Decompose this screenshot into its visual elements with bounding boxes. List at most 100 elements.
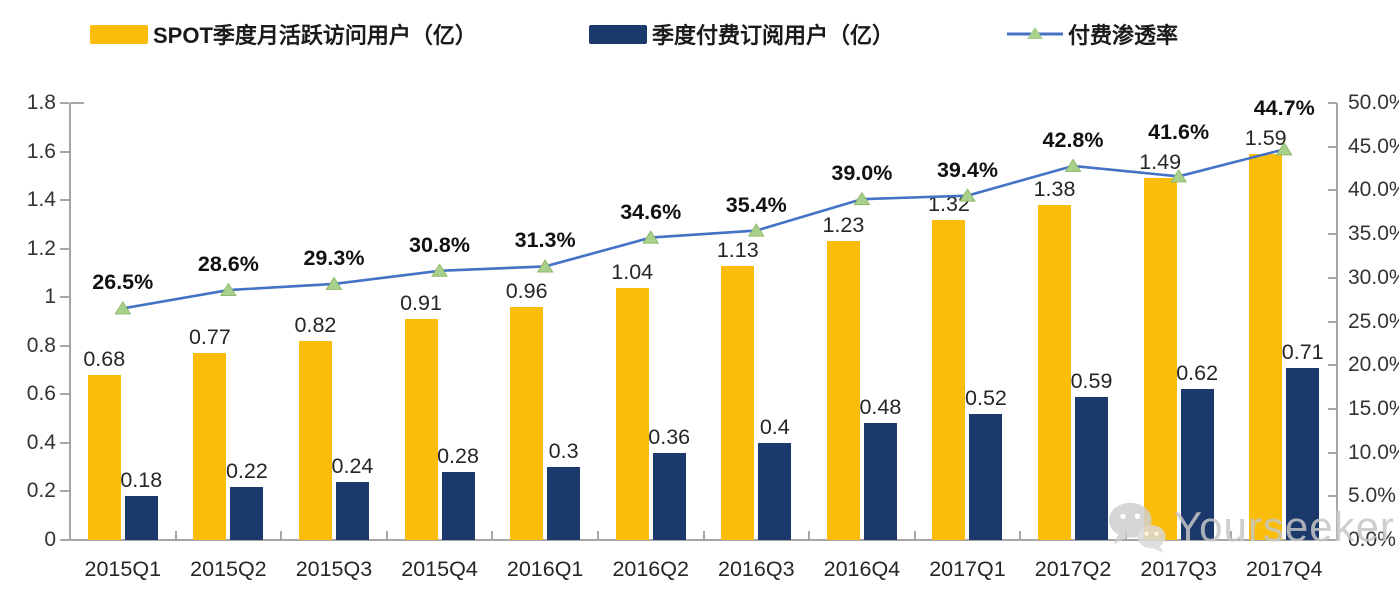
x-axis-tick <box>280 531 283 540</box>
subs-value-label: 0.36 <box>648 424 691 449</box>
penetration-value-label: 30.8% <box>409 232 471 257</box>
mau-bar <box>721 265 755 540</box>
penetration-value-label: 41.6% <box>1148 120 1210 145</box>
x-axis-category-label: 2017Q1 <box>929 557 1006 581</box>
mau-value-label: 1.59 <box>1244 125 1287 150</box>
mau-bar <box>932 219 966 540</box>
x-axis-tick <box>596 531 599 540</box>
x-axis-category-label: 2015Q1 <box>84 557 162 581</box>
subs-bar <box>230 486 264 540</box>
mau-value-label: 0.68 <box>83 346 126 371</box>
right-axis-tick-label: 35.0% <box>1348 222 1399 246</box>
right-axis-tick-label: 10.0% <box>1348 440 1399 464</box>
right-axis-tick-label: 30.0% <box>1348 265 1399 289</box>
watermark: Yourseeker <box>1106 498 1395 556</box>
subs-value-label: 0.3 <box>548 439 579 464</box>
mau-value-label: 1.04 <box>611 259 654 284</box>
left-axis-tick-label: 0 <box>44 528 56 551</box>
subs-value-label: 0.62 <box>1176 361 1219 386</box>
right-axis-tick <box>1328 320 1337 323</box>
right-axis-tick-label: 50.0% <box>1348 91 1399 114</box>
left-axis-tick-label: 0.2 <box>26 479 56 503</box>
penetration-marker <box>431 263 448 277</box>
mau-bar <box>1143 178 1177 540</box>
penetration-value-label: 35.4% <box>725 192 787 217</box>
x-axis-category-label: 2016Q2 <box>612 557 689 581</box>
right-axis-line <box>1336 103 1338 540</box>
subs-bar <box>1075 396 1109 540</box>
x-axis-category-label: 2016Q3 <box>718 557 795 581</box>
x-axis-tick <box>808 531 811 540</box>
mau-value-label: 1.38 <box>1033 176 1076 201</box>
left-axis-tick <box>60 296 69 299</box>
x-axis-category-label: 2017Q2 <box>1034 557 1112 581</box>
mau-bar <box>193 353 227 540</box>
wechat-icon <box>1108 502 1166 554</box>
left-axis-line <box>69 103 71 540</box>
legend-item-penetration: 付费渗透率 <box>1007 20 1178 48</box>
penetration-marker <box>536 258 554 273</box>
subs-bar <box>969 413 1003 540</box>
right-axis-tick <box>1328 102 1337 104</box>
subs-value-label: 0.22 <box>225 458 268 483</box>
right-axis-tick <box>1328 539 1337 541</box>
penetration-value-label: 39.4% <box>936 157 998 182</box>
right-axis-tick <box>1328 233 1337 236</box>
left-axis-tick <box>60 150 69 153</box>
mau-value-label: 0.77 <box>188 325 231 350</box>
left-axis-tick <box>60 344 69 347</box>
mau-value-label: 1.32 <box>928 191 970 216</box>
x-axis-category-label: 2017Q4 <box>1245 557 1323 581</box>
left-axis-tick <box>60 441 69 444</box>
subs-bar <box>652 452 686 540</box>
subs-bar <box>758 442 792 540</box>
left-axis-tick <box>60 539 69 541</box>
x-axis-category-label: 2015Q2 <box>190 557 267 581</box>
mau-value-label: 0.82 <box>294 312 337 337</box>
penetration-value-label: 39.0% <box>831 161 893 186</box>
legend-item-mau: SPOT季度月活跃访问用户（亿） <box>90 20 477 48</box>
penetration-value-label: 42.8% <box>1042 127 1104 152</box>
subs-bar <box>863 423 897 540</box>
left-axis-tick <box>60 393 69 396</box>
right-axis-tick <box>1328 407 1337 410</box>
legend-item-subscribers: 季度付费订阅用户（亿） <box>589 20 894 48</box>
subs-value-label: 0.52 <box>965 385 1007 410</box>
mau-value-label: 1.13 <box>716 237 759 262</box>
mau-value-label: 1.23 <box>822 213 865 238</box>
left-axis-tick-label: 0.4 <box>26 430 56 454</box>
right-axis-tick-label: 40.0% <box>1348 178 1399 202</box>
mau-value-label: 0.96 <box>505 278 548 303</box>
left-axis-tick-label: 1.8 <box>26 91 56 114</box>
subscribers-legend-label: 季度付费订阅用户（亿） <box>652 23 895 48</box>
penetration-value-label: 31.3% <box>514 228 576 253</box>
subs-value-label: 0.18 <box>120 468 163 493</box>
left-axis-tick-label: 1.4 <box>26 188 56 212</box>
right-axis-tick-label: 15.0% <box>1348 396 1399 420</box>
penetration-marker <box>747 223 765 237</box>
x-axis-category-label: 2015Q4 <box>401 557 478 581</box>
mau-bar <box>404 319 438 540</box>
subs-value-label: 0.4 <box>759 414 790 439</box>
x-axis-tick <box>174 531 177 540</box>
x-axis-tick <box>1230 531 1233 540</box>
mau-bar <box>87 374 121 540</box>
subs-bar <box>124 496 158 540</box>
x-axis-tick <box>913 531 916 540</box>
left-axis-top-stub <box>70 102 84 104</box>
penetration-marker <box>853 191 871 206</box>
mau-bar <box>510 306 544 540</box>
watermark-text: Yourseeker <box>1174 503 1395 550</box>
right-axis-tick-label: 20.0% <box>1348 353 1399 377</box>
x-axis-tick <box>702 531 705 540</box>
penetration-marker <box>1064 158 1082 172</box>
subs-value-label: 0.71 <box>1281 339 1324 364</box>
subs-value-label: 0.48 <box>859 395 902 420</box>
penetration-value-label: 29.3% <box>303 245 365 270</box>
penetration-marker <box>325 276 343 290</box>
mau-legend-swatch <box>90 24 148 44</box>
subscribers-legend-swatch <box>589 24 647 44</box>
x-axis-tick <box>385 531 388 540</box>
penetration-marker <box>219 282 237 297</box>
